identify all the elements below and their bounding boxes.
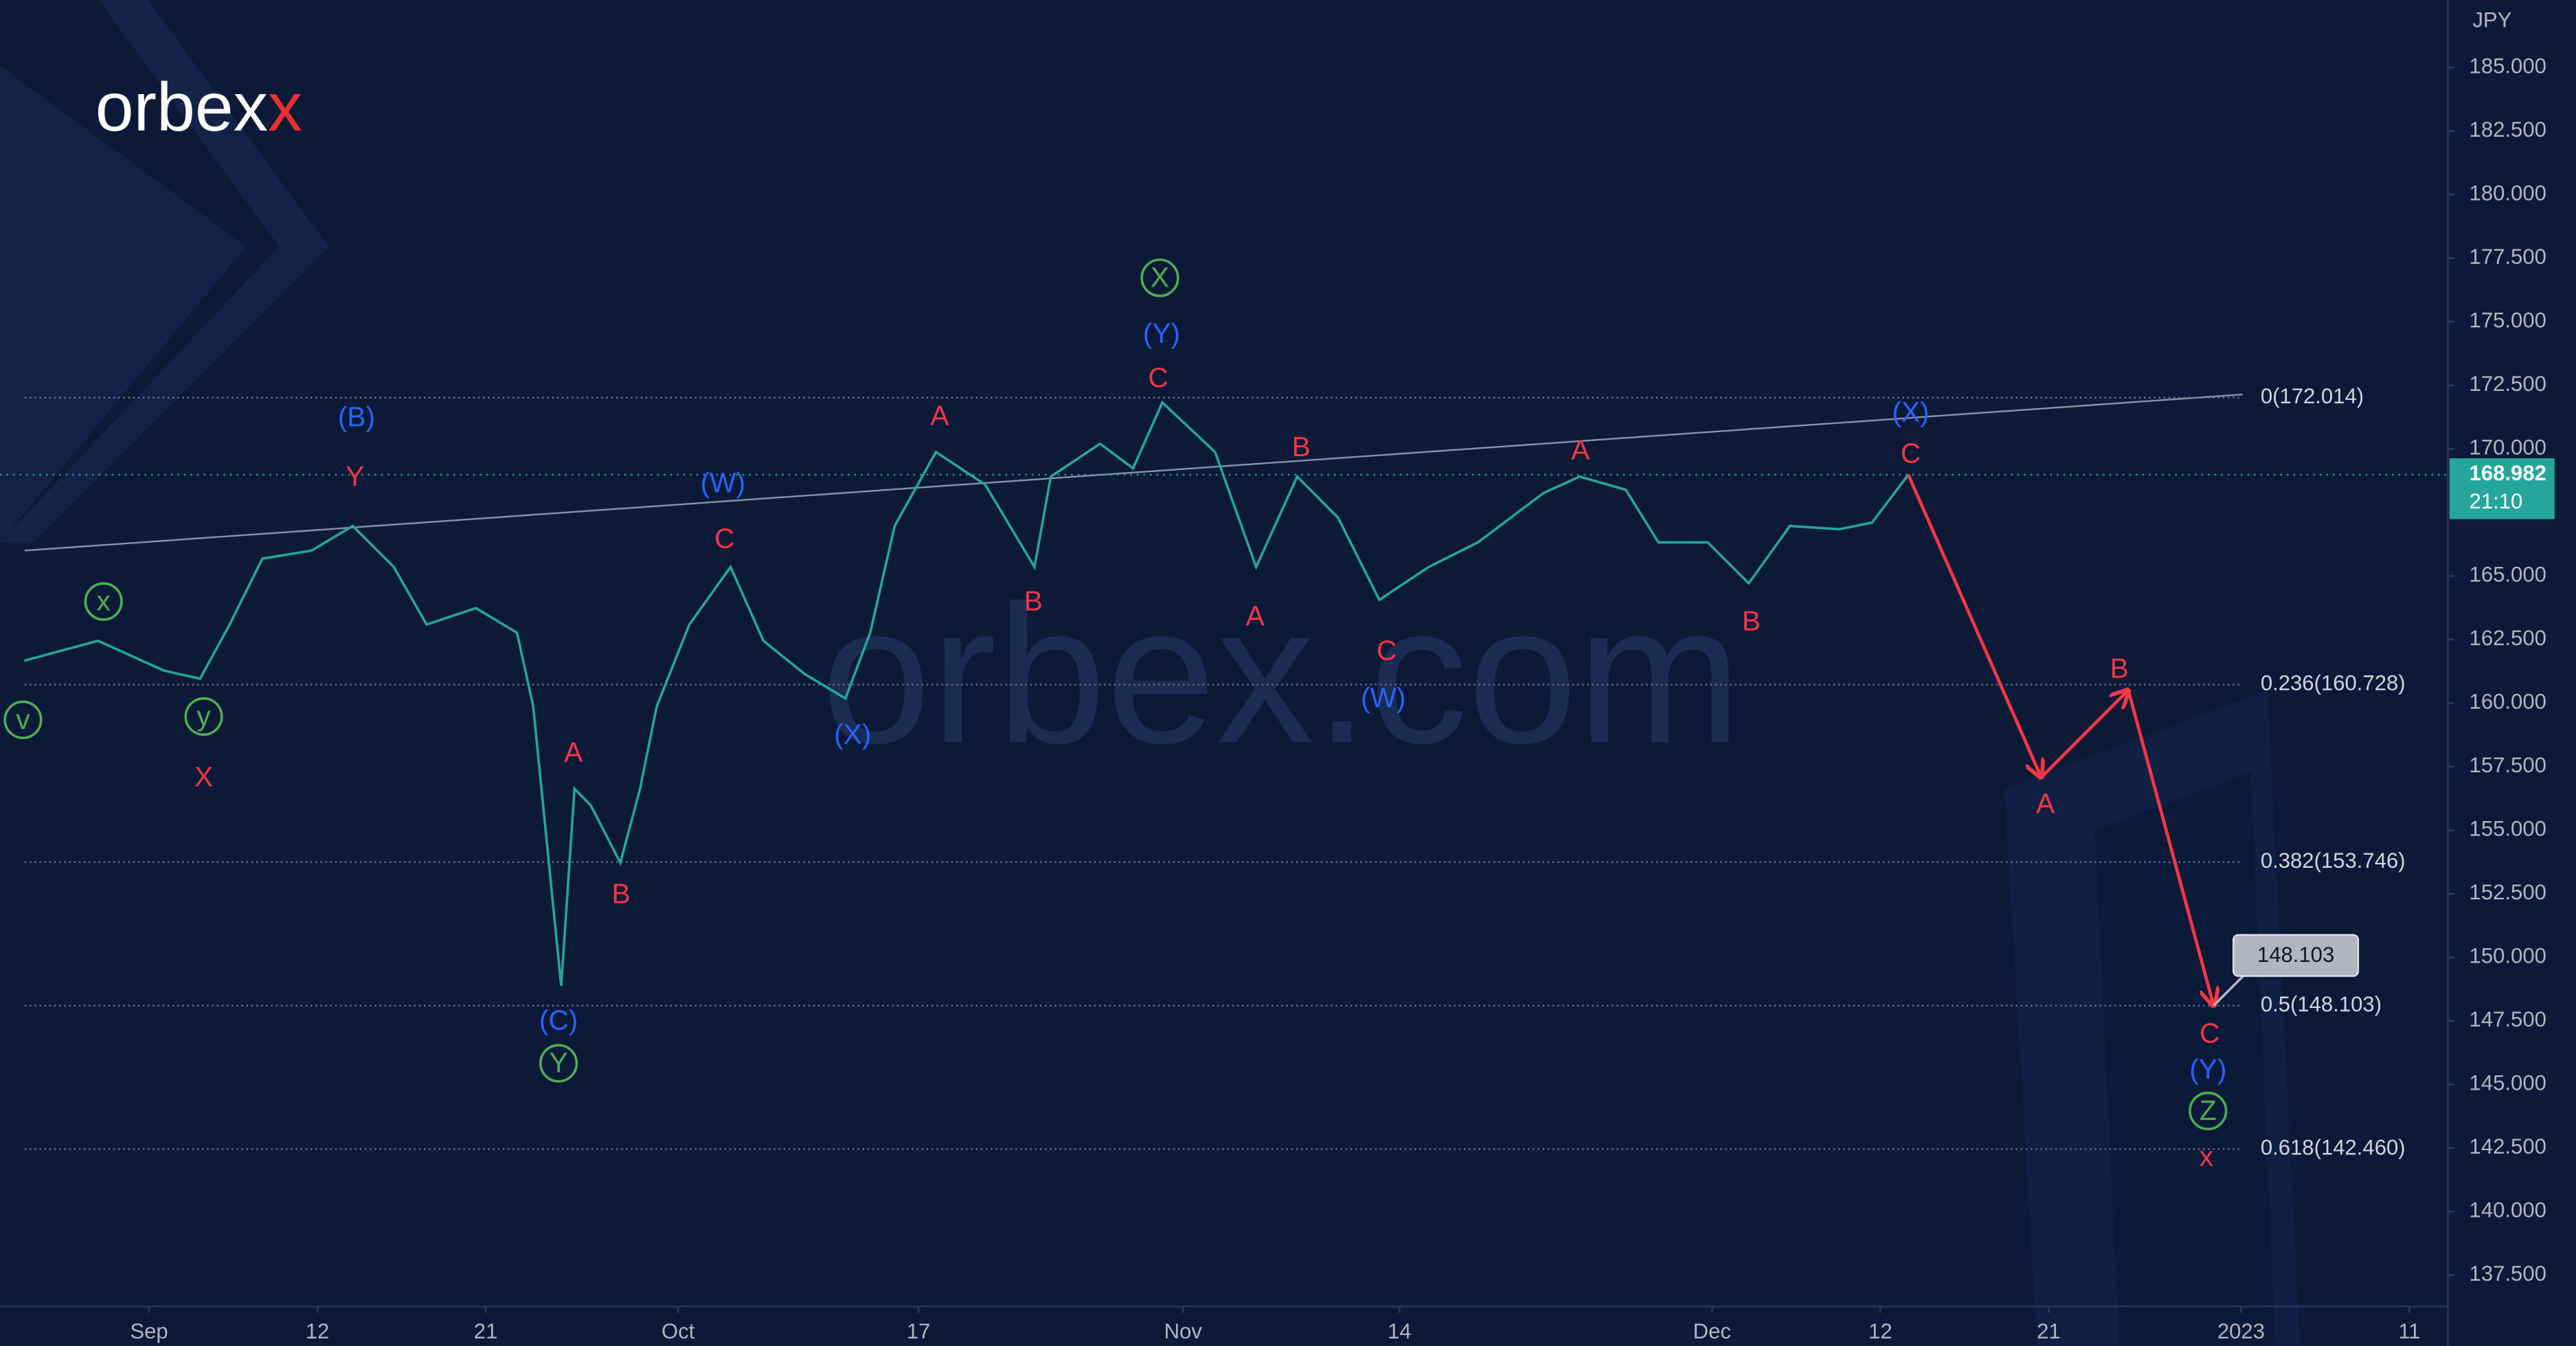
trend-line [24,393,2243,552]
x-tick-label: 12 [306,1319,330,1343]
y-tick-label: 175.000 [2470,308,2546,332]
wave-label: A [2036,787,2055,819]
y-tick-label: 147.500 [2470,1007,2546,1031]
countdown: 21:10 [2470,489,2523,513]
callout-leader [2213,972,2248,1007]
logo-text: orbex [95,68,268,145]
wave-label: (X) [1892,396,1929,428]
x-tick-label: 21 [474,1319,498,1343]
x-tick-label: Oct [662,1319,695,1343]
decor [2094,772,2276,1346]
decor [0,65,247,543]
callout-label: 148.103 [2257,943,2334,967]
watermark: orbex.com [822,563,1742,784]
wave-label: B [1742,605,1761,636]
x-tick-label: Nov [1164,1319,1203,1343]
x-tick-label: Dec [1693,1319,1731,1343]
wave-label: A [564,737,583,768]
price-tag-label: 168.982 [2470,461,2546,485]
fib-label: 0.382(153.746) [2261,849,2406,873]
wave-label: B [1292,431,1311,462]
wave-label: x [97,585,111,617]
wave-circle [1140,258,1179,298]
y-tick-label: 182.500 [2470,117,2546,142]
y-tick-label: 185.000 [2470,54,2546,78]
x-tick-label: 17 [907,1319,931,1343]
y-tick-label: 177.500 [2470,245,2546,269]
x-tick-label: Sep [130,1319,168,1343]
wave-circle [539,1044,578,1083]
fib-label: 0.236(160.728) [2261,671,2406,695]
plot: 148.103 v x y Y X Z X Y A B C A B C A B C A B C A B Cx (B) (C) (W)… [0,258,2448,1172]
wave-label: X [1151,261,1169,293]
wave-label: Z [2200,1095,2217,1126]
y-tick-label: 152.500 [2470,880,2546,904]
y-tick-label: 160.000 [2470,690,2546,714]
wave-circle [184,697,223,736]
fib-label: 0.5(148.103) [2261,992,2382,1016]
x-tick-label: 21 [2037,1319,2061,1343]
wave-label: Y [550,1047,568,1079]
wave-label: A [1246,600,1265,631]
x-tick-label: 2023 [2217,1319,2265,1343]
wave-label: v [16,704,30,735]
wave-label: A [930,399,949,431]
y-tick-label: 165.000 [2470,563,2546,587]
projection-arrow [2040,690,2129,779]
y-tick-label: 145.000 [2470,1071,2546,1095]
x-tick-label: 14 [1388,1319,1412,1343]
wave-label: C [2200,1018,2219,1049]
decor [0,0,329,543]
y-tick-label: 140.000 [2470,1198,2546,1222]
wave-label: (C) [539,1004,578,1035]
wave-label: B [2110,653,2129,684]
price-tag [2449,458,2555,519]
wave-label: (W) [1361,682,1405,714]
fib-label: 0(172.014) [2261,384,2364,408]
wave-label: B [611,877,630,909]
wave-circle [84,582,123,621]
wave-label: C [1148,361,1168,393]
wave-label: x [2200,1141,2213,1172]
y-tick-label: 162.500 [2470,626,2546,650]
wave-label: C [714,523,734,554]
wave-label: (Y) [2189,1053,2226,1085]
wave-label: (Y) [1143,317,1180,349]
projection-arrow [2126,689,2213,1005]
wave-label: C [1901,437,1921,469]
wave-label: B [1024,585,1043,617]
projection-arrow [1906,473,2042,777]
logo-accent: x [268,68,302,145]
y-tick-label: 137.500 [2470,1261,2546,1286]
currency: JPY [2472,8,2511,32]
y-tick-label: 157.500 [2470,753,2546,777]
fib-label: 0.618(142.460) [2261,1136,2406,1160]
price-line [23,400,1910,987]
y-tick-label: 170.000 [2470,436,2546,460]
x-tick-label: 12 [1868,1319,1893,1343]
y-tick-label: 172.500 [2470,372,2546,396]
y-tick-label: 150.000 [2470,944,2546,968]
y-tick-label: 180.000 [2470,181,2546,205]
wave-circle [2189,1091,2228,1130]
wave-label: Y [346,460,364,492]
wave-label: X [194,761,213,792]
wave-label: (W) [701,467,745,498]
callout-box [2233,934,2360,977]
logo: orbexx [95,68,302,145]
y-tick-label: 155.000 [2470,817,2546,841]
wave-circle [3,700,43,739]
wave-label: y [196,700,211,732]
axes: 137.500 140.000 142.500 145.000 147.500 150.0… [130,54,2555,1343]
y-tick-label: 142.500 [2470,1134,2546,1158]
wave-label: C [1377,634,1397,666]
x-tick-label: 11 [2398,1319,2420,1343]
wave-label: (X) [834,718,871,750]
wave-label: (B) [338,401,375,433]
wave-label: A [1571,434,1590,466]
